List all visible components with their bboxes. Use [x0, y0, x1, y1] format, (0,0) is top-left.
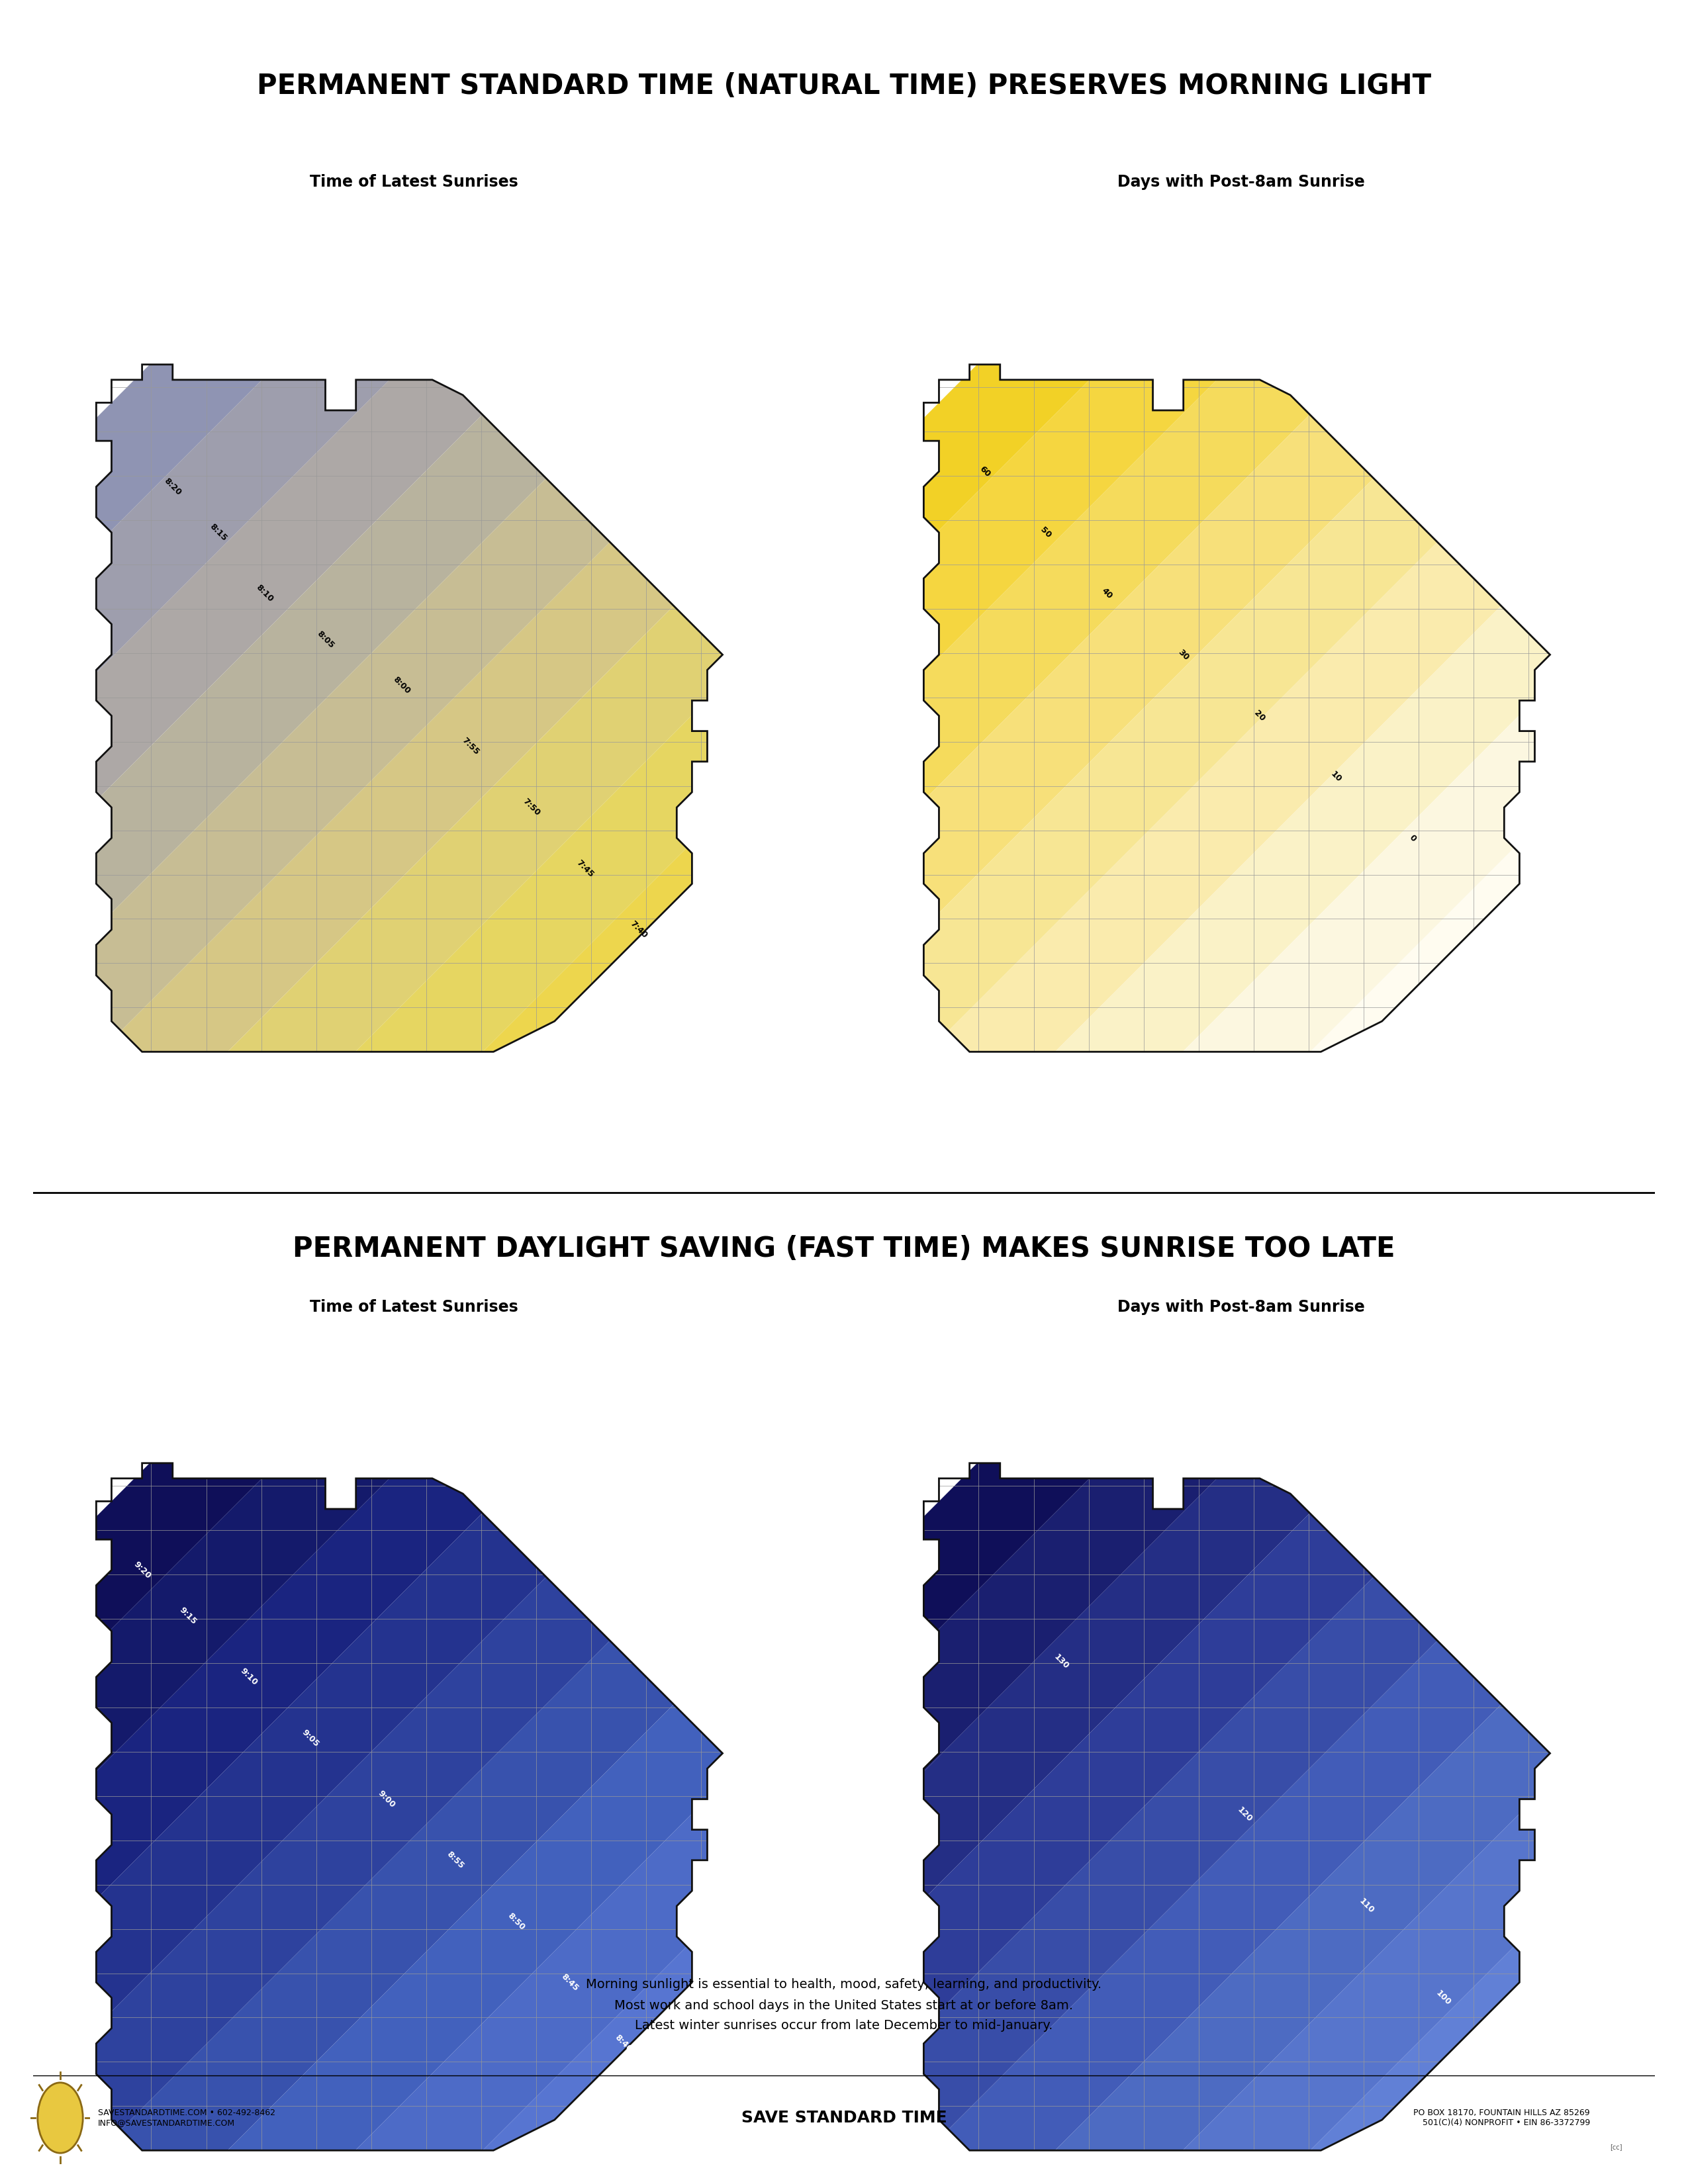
- Polygon shape: [341, 699, 1688, 2184]
- Text: 8:45: 8:45: [559, 1972, 581, 1992]
- Polygon shape: [279, 0, 1688, 1129]
- Polygon shape: [1234, 0, 1688, 1129]
- Polygon shape: [1106, 699, 1688, 2184]
- Polygon shape: [533, 0, 1688, 1129]
- Polygon shape: [923, 1463, 1550, 2151]
- Text: SAVESTANDARDTIME.COM • 602-492-8462
INFO@SAVESTANDARDTIME.COM: SAVESTANDARDTIME.COM • 602-492-8462 INFO…: [98, 2108, 275, 2127]
- Polygon shape: [469, 0, 1688, 1129]
- Polygon shape: [279, 699, 1688, 2184]
- Text: Days with Post-8am Sunrise: Days with Post-8am Sunrise: [1117, 175, 1366, 190]
- Polygon shape: [0, 699, 1423, 2184]
- Text: 7:45: 7:45: [574, 858, 596, 878]
- Text: 40: 40: [1101, 587, 1114, 601]
- Polygon shape: [0, 699, 1041, 2184]
- Polygon shape: [851, 699, 1688, 2184]
- Text: 30: 30: [1177, 649, 1190, 662]
- Text: 8:40: 8:40: [613, 2033, 633, 2053]
- Polygon shape: [979, 0, 1688, 1129]
- Text: PERMANENT STANDARD TIME (NATURAL TIME) PRESERVES MORNING LIGHT: PERMANENT STANDARD TIME (NATURAL TIME) P…: [257, 72, 1431, 100]
- Text: 9:05: 9:05: [300, 1728, 321, 1749]
- Text: 7:40: 7:40: [628, 919, 648, 939]
- Polygon shape: [596, 699, 1688, 2184]
- Polygon shape: [596, 0, 1688, 1129]
- Text: 130: 130: [1052, 1653, 1070, 1671]
- Polygon shape: [0, 699, 1296, 2184]
- Polygon shape: [1361, 699, 1688, 2184]
- Polygon shape: [407, 0, 1688, 1129]
- Text: 9:15: 9:15: [177, 1605, 197, 1627]
- Text: 9:00: 9:00: [376, 1789, 397, 1811]
- Text: 60: 60: [977, 465, 993, 478]
- Polygon shape: [24, 699, 1680, 2184]
- Polygon shape: [469, 699, 1688, 2184]
- Polygon shape: [96, 365, 722, 1053]
- Text: PO BOX 18170, FOUNTAIN HILLS AZ 85269
501(C)(4) NONPROFIT • EIN 86-3372799: PO BOX 18170, FOUNTAIN HILLS AZ 85269 50…: [1413, 2108, 1590, 2127]
- Text: Time of Latest Sunrises: Time of Latest Sunrises: [309, 175, 518, 190]
- Text: [cc]: [cc]: [1610, 2145, 1622, 2151]
- Polygon shape: [851, 0, 1688, 1129]
- Text: Morning sunlight is essential to health, mood, safety, learning, and productivit: Morning sunlight is essential to health,…: [586, 1979, 1102, 2031]
- Polygon shape: [0, 699, 1168, 2184]
- Polygon shape: [0, 0, 1423, 1129]
- Text: 8:10: 8:10: [253, 583, 275, 605]
- Polygon shape: [1106, 0, 1688, 1129]
- Circle shape: [37, 2084, 83, 2153]
- Text: 8:15: 8:15: [208, 522, 230, 544]
- Polygon shape: [724, 699, 1688, 2184]
- Polygon shape: [152, 0, 1688, 1129]
- Polygon shape: [0, 0, 1551, 1129]
- Text: 0: 0: [1408, 832, 1418, 843]
- Text: 8:20: 8:20: [162, 476, 182, 498]
- Text: 8:50: 8:50: [506, 1911, 527, 1931]
- Polygon shape: [152, 699, 1688, 2184]
- Text: 20: 20: [1252, 708, 1268, 723]
- Text: 100: 100: [1433, 1987, 1452, 2007]
- Text: 8:00: 8:00: [392, 675, 412, 695]
- Polygon shape: [1234, 699, 1688, 2184]
- Text: 8:05: 8:05: [316, 629, 336, 651]
- Text: SAVE STANDARD TIME: SAVE STANDARD TIME: [741, 2110, 947, 2125]
- Polygon shape: [0, 0, 1041, 1129]
- Polygon shape: [213, 699, 1688, 2184]
- Polygon shape: [979, 699, 1688, 2184]
- Polygon shape: [533, 699, 1688, 2184]
- Polygon shape: [724, 0, 1688, 1129]
- Polygon shape: [1361, 0, 1688, 1129]
- Polygon shape: [24, 0, 1680, 1129]
- Text: 50: 50: [1038, 526, 1053, 539]
- Polygon shape: [96, 1463, 722, 2151]
- Polygon shape: [0, 0, 1168, 1129]
- Text: 8:55: 8:55: [446, 1850, 466, 1870]
- Text: Time of Latest Sunrises: Time of Latest Sunrises: [309, 1299, 518, 1315]
- Text: Days with Post-8am Sunrise: Days with Post-8am Sunrise: [1117, 1299, 1366, 1315]
- Polygon shape: [407, 699, 1688, 2184]
- Text: 10: 10: [1328, 769, 1344, 784]
- Polygon shape: [341, 0, 1688, 1129]
- Polygon shape: [0, 699, 1551, 2184]
- Text: 9:10: 9:10: [238, 1666, 260, 1688]
- Polygon shape: [0, 0, 1296, 1129]
- Text: 110: 110: [1357, 1898, 1376, 1915]
- Polygon shape: [923, 365, 1550, 1053]
- Text: 7:55: 7:55: [461, 736, 481, 756]
- Text: 120: 120: [1236, 1806, 1254, 1824]
- Text: 9:20: 9:20: [132, 1559, 152, 1581]
- Text: 7:50: 7:50: [522, 797, 542, 817]
- Text: PERMANENT DAYLIGHT SAVING (FAST TIME) MAKES SUNRISE TOO LATE: PERMANENT DAYLIGHT SAVING (FAST TIME) MA…: [292, 1236, 1396, 1262]
- Polygon shape: [213, 0, 1688, 1129]
